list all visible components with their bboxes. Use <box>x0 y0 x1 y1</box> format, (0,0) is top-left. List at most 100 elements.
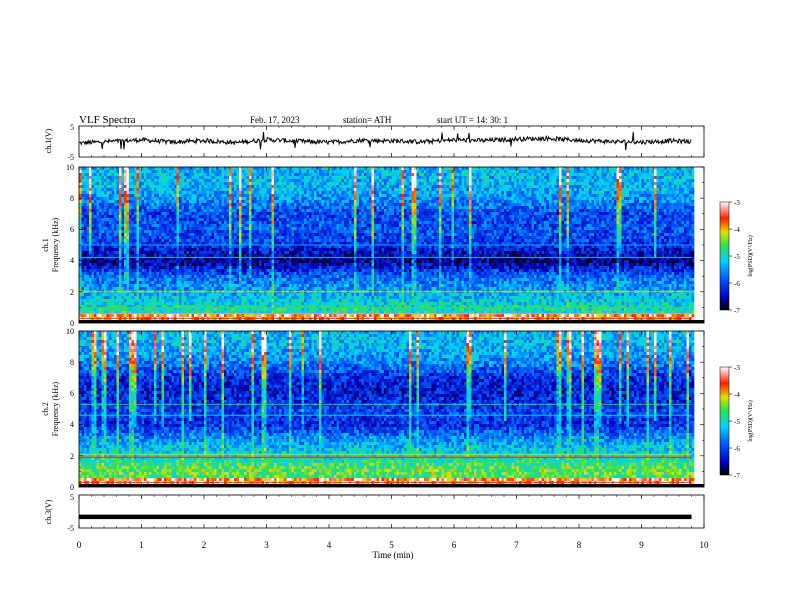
spectrogram-cell <box>129 194 132 197</box>
spectrogram-cell <box>214 206 217 209</box>
spectrogram-cell <box>119 269 122 272</box>
spectrogram-cell <box>172 251 175 254</box>
spectrogram-cell <box>174 197 177 200</box>
spectrogram-cell <box>107 188 110 191</box>
spectrogram-cell <box>119 209 122 212</box>
spectrogram-cell <box>257 176 260 179</box>
spectrogram-cell <box>89 200 92 203</box>
spectrogram-cell <box>122 299 125 302</box>
spectrogram-cell <box>292 185 295 188</box>
spectrogram-cell <box>279 308 282 311</box>
spectrogram-cell <box>199 278 202 281</box>
spectrogram-cell <box>294 299 297 302</box>
spectrogram-cell <box>122 254 125 257</box>
spectrogram-cell <box>124 230 127 233</box>
spectrogram-cell <box>139 272 142 275</box>
spectrogram-cell <box>152 278 155 281</box>
spectrogram-cell <box>297 212 300 215</box>
spectrogram-cell <box>299 260 302 263</box>
spectrogram-cell <box>107 230 110 233</box>
spectrogram-cell <box>94 203 97 206</box>
spectrogram-cell <box>214 185 217 188</box>
spectrogram-cell <box>147 308 150 311</box>
spectrogram-cell <box>177 236 180 239</box>
spectrogram-cell <box>312 239 315 242</box>
spectrogram-cell <box>272 203 275 206</box>
spectrogram-cell <box>297 224 300 227</box>
spectrogram-cell <box>92 182 95 185</box>
spectrogram-cell <box>137 227 140 230</box>
spectrogram-cell <box>124 314 127 317</box>
spectrogram-cell <box>117 218 120 221</box>
spectrogram-cell <box>304 167 307 170</box>
spectrogram-cell <box>239 248 242 251</box>
spectrogram-cell <box>284 203 287 206</box>
spectrogram-cell <box>259 203 262 206</box>
spectrogram-cell <box>239 308 242 311</box>
spectrogram-cell <box>242 284 245 287</box>
spectrogram-cell <box>234 215 237 218</box>
spectrogram-cell <box>297 209 300 212</box>
spectrogram-cell <box>234 209 237 212</box>
spectrogram-cell <box>199 269 202 272</box>
spectrogram-cell <box>262 215 265 218</box>
spectrogram-cell <box>159 248 162 251</box>
spectrogram-cell <box>282 287 285 290</box>
spectrogram-cell <box>242 191 245 194</box>
spectrogram-cell <box>224 176 227 179</box>
spectrogram-cell <box>189 263 192 266</box>
spectrogram-cell <box>214 236 217 239</box>
spectrogram-cell <box>119 185 122 188</box>
spectrogram-cell <box>119 299 122 302</box>
spectrogram-cell <box>199 230 202 233</box>
spectrogram-cell <box>129 260 132 263</box>
spectrogram-cell <box>289 191 292 194</box>
spectrogram-cell <box>109 233 112 236</box>
spectrogram-cell <box>229 215 232 218</box>
spectrogram-cell <box>202 215 205 218</box>
spectrogram-cell <box>297 221 300 224</box>
spectrogram-cell <box>172 191 175 194</box>
spectrogram-cell <box>117 227 120 230</box>
spectrogram-cell <box>219 296 222 299</box>
spectrogram-cell <box>307 248 310 251</box>
spectrogram-cell <box>244 296 247 299</box>
spectrogram-cell <box>134 227 137 230</box>
spectrogram-cell <box>144 215 147 218</box>
spectrogram-cell <box>124 272 127 275</box>
spectrogram-cell <box>134 182 137 185</box>
spectrogram-cell <box>149 179 152 182</box>
spectrogram-cell <box>254 308 257 311</box>
spectrogram-cell <box>249 263 252 266</box>
spectrogram-cell <box>222 203 225 206</box>
spectrogram-cell <box>139 266 142 269</box>
spectrogram-cell <box>104 314 107 317</box>
spectrogram-cell <box>269 206 272 209</box>
spectrogram-cell <box>119 239 122 242</box>
spectrogram-cell <box>247 236 250 239</box>
spectrogram-cell <box>294 200 297 203</box>
spectrogram-cell <box>304 194 307 197</box>
spectrogram-cell <box>262 248 265 251</box>
spectrogram-cell <box>192 281 195 284</box>
spectrogram-cell <box>142 221 145 224</box>
spectrogram-cell <box>82 302 85 305</box>
spectrogram-cell <box>162 167 165 170</box>
spectrogram-cell <box>199 215 202 218</box>
spectrogram-cell <box>217 179 220 182</box>
spectrogram-cell <box>217 233 220 236</box>
spectrogram-cell <box>242 221 245 224</box>
spectrogram-cell <box>197 200 200 203</box>
spectrogram-cell <box>164 263 167 266</box>
spectrogram-cell <box>82 227 85 230</box>
spectrogram-cell <box>192 275 195 278</box>
spectrogram-cell <box>242 239 245 242</box>
spectrogram-cell <box>289 170 292 173</box>
spectrogram-cell <box>157 206 160 209</box>
spectrogram-cell <box>264 236 267 239</box>
spectrogram-cell <box>134 170 137 173</box>
spectrogram-cell <box>284 173 287 176</box>
spectrogram-cell <box>132 206 135 209</box>
spectrogram-cell <box>82 221 85 224</box>
spectrogram-cell <box>227 260 230 263</box>
